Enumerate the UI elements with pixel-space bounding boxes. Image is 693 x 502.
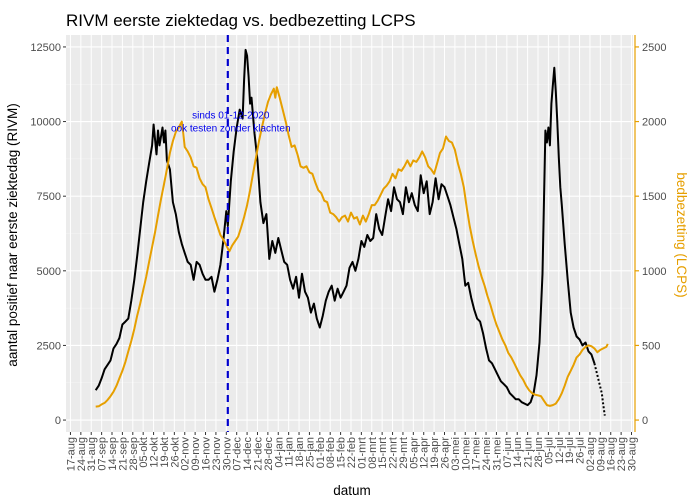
x-tick-label: 16-nov [201,437,213,471]
y-right-tick-label: 2500 [642,42,666,54]
x-tick-label: 26-apr [439,437,451,469]
x-tick-label: 14-dec [242,437,254,471]
x-tick-label: 01-feb [315,437,327,468]
x-tick-label: 17-mei [471,437,483,471]
y-right-tick-label: 2000 [642,117,666,129]
x-tick-label: 03-mei [450,437,462,471]
x-tick-label: 21-dec [252,437,264,471]
x-tick-label: 30-nov [221,437,233,471]
x-tick-label: 17-aug [65,437,77,471]
x-tick-label: 07-sep [97,437,109,471]
x-tick-label: 22-mrt [388,437,400,469]
x-tick-label: 01-mrt [356,437,368,469]
x-tick-label: 11-jan [284,437,296,467]
x-tick-label: 08-feb [325,437,337,468]
x-tick-label: 25-jan [304,437,316,468]
x-tick-label: 22-feb [346,437,358,468]
x-tick-label: 28-jun [533,437,545,468]
x-tick-label: 04-jan [273,437,285,468]
axes: 0 2500 5000 7500 10000 12500 0 500 1000 1500 2000 2… [30,35,666,471]
x-tick-label: 02-nov [180,437,192,471]
x-tick-label: 12-apr [419,437,431,469]
series-layer [94,48,609,416]
x-tick-label: 02-aug [585,437,597,471]
series-line-rivm [94,48,596,407]
x-tick-label: 26-okt [169,437,181,468]
series-line-rivm-provisional [593,363,606,416]
x-tick-label: 31-mei [491,437,503,471]
x-tick-label: 09-nov [190,437,202,471]
y-axis-right-title: bedbezetting (LCPS) [674,172,689,297]
x-tick-label: 18-jan [294,437,306,468]
x-tick-label: 10-mei [460,437,472,471]
chart-title: RIVM eerste ziektedag vs. bedbezetting L… [66,11,416,30]
x-tick-label: 07-jun [502,437,514,468]
x-tick-label: 15-mrt [377,437,389,469]
y-right-tick-label: 0 [642,415,648,427]
annotation-line: sinds 01-12-2020 [192,111,270,122]
annotation: sinds 01-12-2020 ook testen zonder klacht… [171,111,291,135]
y-left-tick-label: 5000 [37,266,61,278]
x-tick-label: 07-dec [232,437,244,471]
x-axis-title: datum [333,483,371,498]
x-tick-label: 24-aug [76,437,88,471]
x-tick-label: 31-aug [86,437,98,471]
x-tick-label: 21-sep [117,437,129,471]
x-tick-label: 23-nov [211,437,223,471]
y-right-tick-label: 1000 [642,266,666,278]
x-tick-label: 26-jul [575,437,587,464]
x-tick-label: 05-jul [543,437,555,464]
x-tick-label: 15-feb [336,437,348,468]
x-tick-label: 29-mrt [398,437,410,469]
y-left-tick-label: 0 [55,415,61,427]
y-right-tick-label: 1500 [642,191,666,203]
annotation-line: ook testen zonder klachten [171,124,291,135]
y-right-tick-label: 500 [642,340,660,352]
y-left-tick-label: 10000 [30,117,61,129]
x-tick-label: 08-mrt [367,437,379,469]
x-tick-label: 19-jul [564,437,576,464]
x-tick-label: 28-sep [128,437,140,471]
x-tick-label: 09-aug [595,437,607,471]
x-tick-label: 23-aug [616,437,628,471]
x-tick-label: 12-jul [554,437,566,464]
x-tick-label: 12-okt [149,437,161,468]
grid [66,35,633,458]
x-tick-label: 21-jun [523,437,535,468]
x-tick-label: 28-dec [263,437,275,471]
x-tick-label: 19-okt [159,437,171,468]
y-left-tick-label: 7500 [37,191,61,203]
y-axis-left-title: aantal positief naar eerste ziektedag (R… [5,103,20,366]
x-tick-label: 16-aug [606,437,618,471]
x-tick-label: 19-apr [429,437,441,469]
x-tick-label: 14-sep [107,437,119,471]
y-left-tick-label: 2500 [37,340,61,352]
x-tick-label: 24-mei [481,437,493,471]
series-line-lcps [95,86,609,408]
x-tick-label: 05-apr [408,437,420,469]
y-left-tick-label: 12500 [30,42,61,54]
x-tick-label: 05-okt [138,437,150,468]
x-tick-label: 30-aug [627,437,639,471]
x-tick-label: 14-jun [512,437,524,468]
